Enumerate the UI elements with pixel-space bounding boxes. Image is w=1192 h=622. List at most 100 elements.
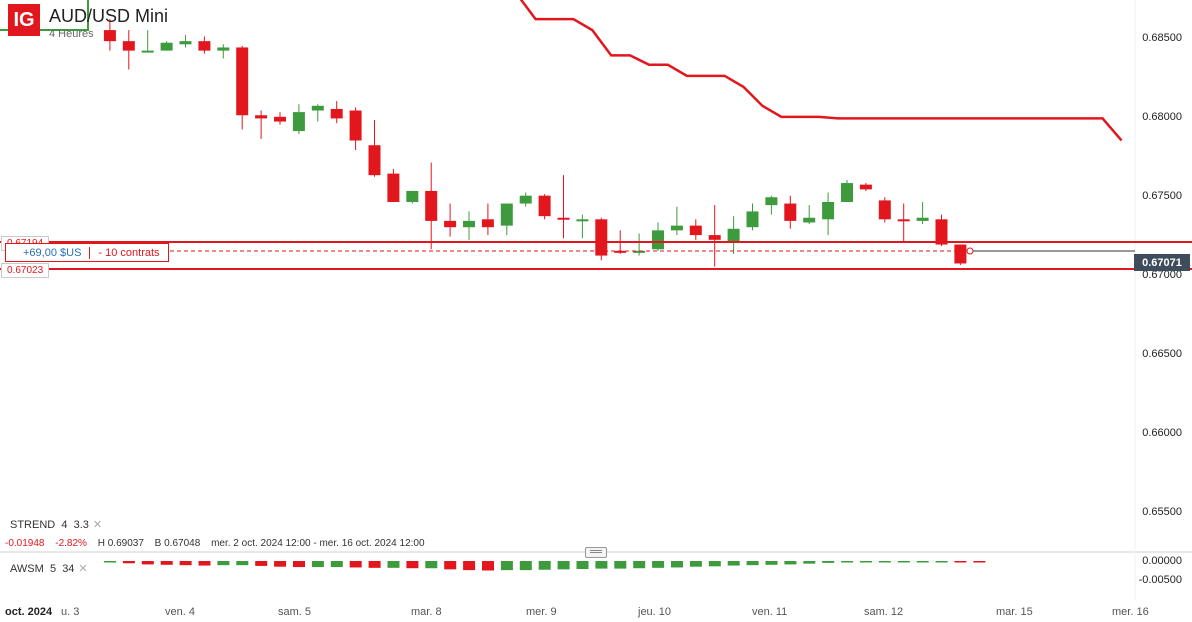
- candle-body: [160, 42, 173, 51]
- candle-body: [689, 225, 702, 236]
- awsm-bar: [595, 561, 608, 569]
- awsm-bar: [463, 561, 476, 571]
- awsm-bar: [500, 561, 513, 571]
- candle-body: [878, 200, 891, 220]
- awsm-bar: [765, 561, 778, 565]
- candle-body: [557, 217, 570, 220]
- candle-body: [595, 219, 608, 256]
- awsm-bar: [708, 561, 721, 567]
- candle-body: [916, 217, 929, 221]
- price-stats-bar: -0.01948 -2.82% H 0.69037 B 0.67048 mer.…: [5, 538, 433, 549]
- awsm-indicator-label[interactable]: AWSM 5 34 ✕: [10, 562, 88, 575]
- candle-body: [538, 195, 551, 217]
- awsm-bar: [425, 561, 438, 569]
- time-axis-label: ven. 4: [165, 606, 195, 618]
- awsm-bar: [803, 561, 816, 564]
- awsm-bar: [973, 561, 986, 563]
- candle-body: [311, 105, 324, 111]
- awsm-bar: [141, 561, 154, 565]
- candle-body: [463, 220, 475, 228]
- strend-param1: 4: [61, 519, 68, 531]
- candle-body: [236, 47, 249, 116]
- candle-body: [122, 41, 135, 51]
- time-axis-label: mer. 9: [526, 606, 557, 618]
- candle-body: [349, 110, 362, 141]
- awsm-bar: [160, 561, 173, 565]
- strend-name: STREND: [10, 519, 56, 531]
- time-axis-label: mar. 15: [996, 606, 1033, 618]
- time-axis-label: oct. 2024: [5, 606, 53, 618]
- awsm-bar: [406, 561, 419, 569]
- position-marker: [966, 247, 974, 255]
- pane-resize-handle[interactable]: [585, 547, 607, 558]
- awsm-bar: [784, 561, 797, 565]
- price-tick: 0.67500: [1142, 190, 1182, 202]
- awsm-bar: [274, 561, 287, 567]
- awsm-bar: [671, 561, 683, 568]
- candle-body: [255, 115, 268, 119]
- candle-body: [954, 244, 967, 264]
- awsm-bar: [293, 561, 305, 568]
- strend-close-icon[interactable]: ✕: [92, 519, 103, 531]
- candle-body: [859, 184, 872, 190]
- awsm-close-icon[interactable]: ✕: [78, 563, 88, 575]
- time-axis-label: u. 3: [61, 606, 80, 618]
- time-axis-label: jeu. 10: [638, 606, 672, 618]
- instrument-title[interactable]: AUD/USD Mini: [49, 6, 169, 26]
- awsm-bar: [330, 561, 343, 568]
- awsm-bar: [104, 561, 116, 563]
- awsm-bar: [217, 561, 230, 566]
- open-position-tag[interactable]: +69,00 $US - 10 contrats: [5, 243, 169, 262]
- candle-body: [481, 219, 494, 228]
- awsm-bar: [236, 561, 249, 566]
- price-tick: 0.65500: [1142, 506, 1182, 518]
- time-axis-label: sam. 5: [278, 606, 312, 618]
- awsm-bar: [368, 561, 381, 568]
- candle-body: [670, 225, 683, 231]
- timeframe-label[interactable]: 4 Heures: [49, 28, 94, 40]
- candle-body: [633, 250, 646, 253]
- price-change-pct: -2.82%: [55, 538, 87, 549]
- time-axis-label: mer. 16: [1112, 606, 1149, 618]
- awsm-bar: [198, 561, 211, 566]
- current-price-tag: 0.67071: [1134, 254, 1190, 271]
- lower-level-label[interactable]: 0.67023: [1, 263, 50, 278]
- candle-body: [330, 108, 343, 119]
- candle-body: [708, 235, 721, 240]
- period-range: mer. 2 oct. 2024 12:00 - mer. 16 oct. 20…: [211, 538, 425, 549]
- candle-body: [614, 250, 627, 253]
- strend-param2: 3.3: [73, 519, 89, 531]
- candle-body: [576, 219, 589, 222]
- candle-body: [368, 145, 381, 176]
- time-axis-label: mar. 8: [411, 606, 442, 618]
- awsm-bar: [822, 561, 835, 563]
- position-quantity: - 10 contrats: [98, 246, 160, 259]
- awsm-bar: [652, 561, 665, 568]
- strend-indicator-label[interactable]: STREND 4 3.3 ✕: [10, 518, 102, 531]
- awsm-bar: [179, 561, 192, 566]
- awsm-bar: [349, 561, 362, 568]
- awsm-bar: [557, 561, 570, 570]
- awsm-bar: [576, 561, 589, 569]
- awsm-bar: [538, 561, 551, 570]
- candle-body: [803, 217, 816, 223]
- price-tick: 0.66500: [1142, 348, 1182, 360]
- awsm-bar: [897, 561, 910, 563]
- position-pnl: +69,00 $US: [6, 246, 91, 259]
- price-tick: 0.68500: [1142, 32, 1182, 44]
- awsm-bar: [954, 561, 967, 563]
- candle-body: [519, 195, 532, 204]
- awsm-param2: 34: [62, 563, 75, 575]
- candle-body: [727, 228, 740, 242]
- candle-body: [103, 30, 116, 42]
- candle-body: [746, 211, 759, 228]
- candle-body: [935, 219, 948, 245]
- candle-body: [179, 41, 192, 45]
- candle-body: [292, 112, 305, 132]
- candle-body: [500, 203, 513, 226]
- awsm-bar: [878, 561, 891, 563]
- awsm-bar: [614, 561, 627, 569]
- candle-body: [141, 50, 154, 53]
- candle-body: [444, 220, 457, 228]
